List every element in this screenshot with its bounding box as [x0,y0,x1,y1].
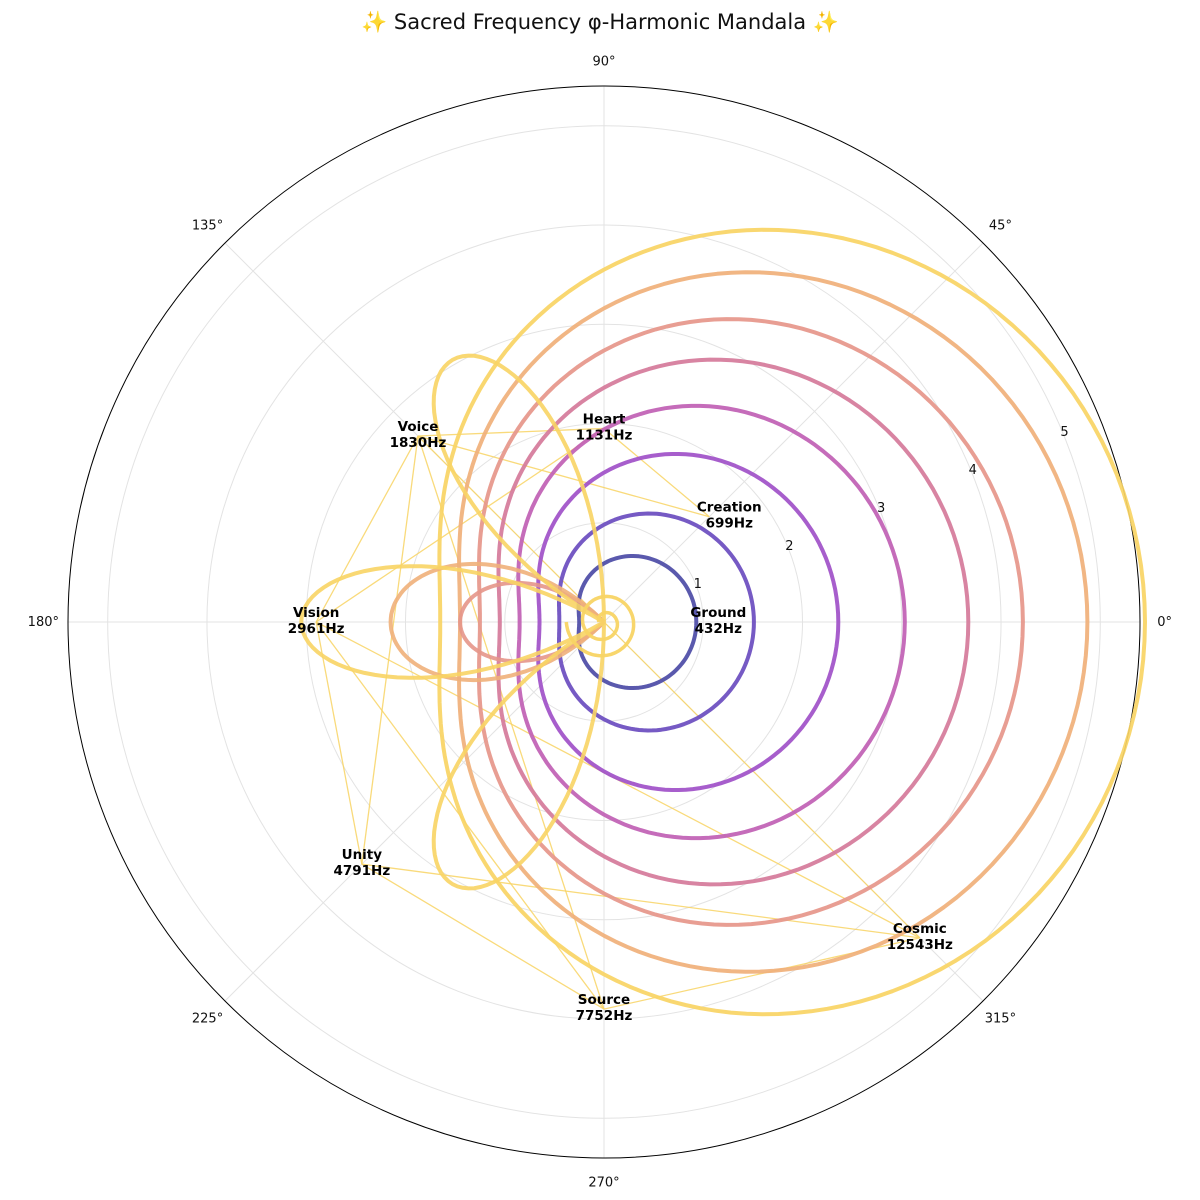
node-frequency-label: 1830Hz [390,435,447,451]
angle-tick-label: 225° [192,1011,223,1026]
radial-tick-label: 2 [785,539,793,554]
node-frequency-label: 12543Hz [887,937,953,953]
node-name-label: Voice [398,419,439,435]
connection-line [417,427,605,437]
connection-line [603,427,710,518]
radial-tick-label: 5 [1060,425,1068,440]
angle-tick-label: 90° [592,54,615,69]
node-name-label: Heart [583,411,626,427]
harmonic-lobe [299,353,606,891]
harmonic-curve [576,554,699,690]
central-spiral [564,594,636,658]
node-name-label: Creation [697,500,762,516]
node-name-label: Cosmic [893,921,947,937]
angle-tick-label: 0° [1157,615,1172,630]
harmonic-curve [477,317,1025,927]
connection-line [417,435,710,518]
connection-line [361,435,419,865]
connection-line [417,435,605,1010]
harmonic-curve [516,403,907,841]
harmonic-lobe [458,580,606,664]
angle-tick-label: 270° [588,1176,619,1191]
angle-tick-label: 315° [985,1011,1016,1026]
node-name-label: Source [578,992,630,1008]
connection-line [315,435,419,623]
angle-tick-label: 45° [989,219,1012,234]
axis-ticks: 1 2 3 4 5 0° 45° 90° 135° 180° 225° 270° 315° [28,54,1172,1190]
harmonic-curve [437,227,1147,1017]
node-frequency-label: 7752Hz [576,1008,633,1024]
connection-line [361,863,920,939]
node-frequency-label: 4791Hz [333,863,390,879]
node-name-label: Ground [690,605,746,621]
connection-line [417,435,921,939]
connection-line [361,863,605,1010]
node-frequency-label: 2961Hz [288,621,345,637]
node-frequency-label: 699Hz [706,516,753,532]
radial-tick-label: 4 [969,463,977,478]
radial-tick-label: 3 [877,501,885,516]
angle-tick-label: 180° [28,615,59,630]
node-name-label: Unity [342,847,383,863]
harmonic-curve [557,511,756,733]
harmonic-curve [536,452,841,792]
connection-lines [315,427,921,1010]
harmonic-curve [496,357,971,887]
node-frequency-label: 1131Hz [576,427,633,443]
polar-frame [67,85,1141,1159]
angle-tick-label: 135° [192,219,223,234]
connection-line [315,621,363,865]
radial-tick-label: 1 [694,577,702,592]
node-name-label: Vision [293,605,339,621]
chart-title: ✨ Sacred Frequency φ-Harmonic Mandala ✨ [361,10,839,34]
harmonic-lobe [388,561,606,683]
node-frequency-label: 432Hz [695,621,742,637]
harmonic-curves [299,227,1147,1017]
